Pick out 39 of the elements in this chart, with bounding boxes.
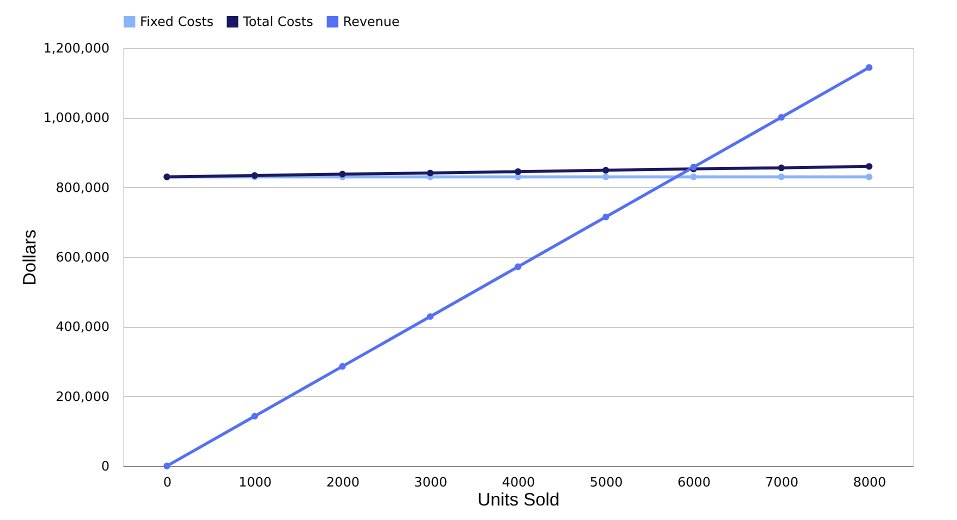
point: [339, 170, 346, 178]
x-tick-label: 8000: [853, 476, 886, 490]
x-tick-label: 2000: [326, 476, 360, 490]
y-tick-label: 1,000,000: [43, 111, 110, 126]
point: [426, 170, 434, 176]
point: [690, 174, 697, 180]
point: [602, 174, 610, 180]
y-tick-label: 800,000: [56, 180, 110, 196]
point: [514, 168, 522, 176]
point: [251, 412, 258, 420]
x-tick-label: 0: [163, 476, 172, 490]
y-tick-label: 0: [101, 460, 110, 474]
point: [778, 114, 785, 121]
point: [602, 166, 610, 174]
legend-label: Revenue: [343, 14, 400, 30]
x-axis-title: Units Sold: [477, 490, 560, 510]
y-tick-label: 200,000: [56, 390, 110, 405]
x-tick-label: 6000: [678, 476, 711, 490]
point: [602, 214, 610, 220]
legend-label: Fixed Costs: [140, 14, 214, 30]
y-tick-label: 1,200,000: [43, 42, 110, 56]
y-tick-label: 400,000: [56, 320, 110, 336]
point: [778, 164, 785, 172]
y-tick-label: 600,000: [56, 250, 110, 266]
y-axis-title: Dollars: [19, 229, 40, 286]
point: [164, 462, 170, 470]
x-tick-label: 5000: [590, 476, 623, 490]
point: [514, 263, 522, 270]
x-tick-label: 4000: [502, 476, 536, 490]
point: [866, 174, 872, 180]
point: [866, 64, 872, 71]
x-tick-label: 7000: [765, 476, 798, 490]
x-tick-label: 3000: [414, 476, 448, 490]
point: [339, 363, 346, 370]
x-tick-label: 1000: [238, 476, 272, 490]
point: [866, 163, 872, 170]
legend-label: Total Costs: [242, 14, 314, 30]
point: [778, 174, 785, 180]
point: [426, 313, 434, 320]
